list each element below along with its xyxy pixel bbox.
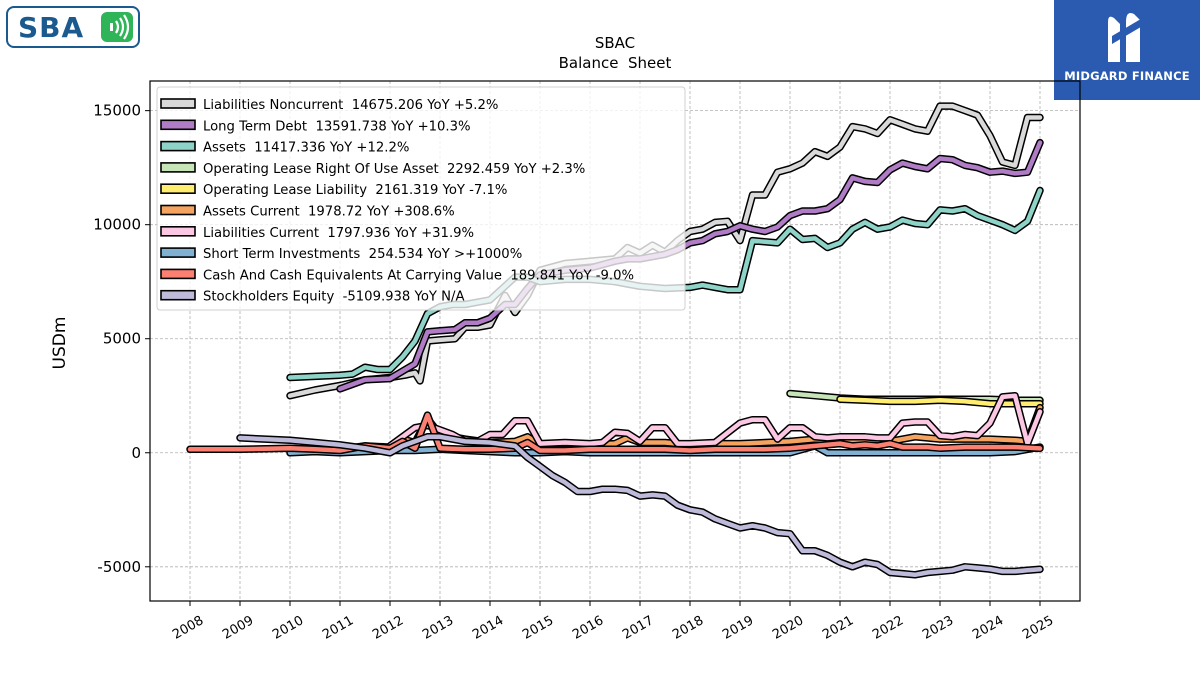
x-tick-label: 2009 [220,613,256,643]
x-tick-label: 2018 [670,613,706,643]
x-tick-label: 2020 [770,613,806,643]
x-tick-label: 2023 [920,613,956,643]
y-tick-label: -5000 [97,558,141,576]
series-line [187,412,1043,453]
legend-swatch [160,247,196,258]
y-tick-label: 5000 [103,330,141,348]
legend-label: Operating Lease Right Of Use Asset 2292.… [203,162,585,177]
x-tick-label: 2017 [620,613,656,643]
legend-swatch [160,268,196,280]
legend-label: Cash And Cash Equivalents At Carrying Va… [203,268,634,283]
series-4 [836,395,1044,408]
legend-label: Liabilities Noncurrent 14675.206 YoY +5.… [203,98,498,113]
series-line [387,393,1043,449]
legend-swatch [160,119,196,131]
legend-label: Assets 11417.336 YoY +12.2% [203,141,409,156]
y-axis-label: USDm [50,317,70,370]
series-line [287,103,1043,398]
x-tick-label: 2015 [520,613,556,643]
x-tick-label: 2019 [720,613,756,643]
series-line [337,140,1043,392]
midgard-finance-logo: MIDGARD FINANCE [1054,0,1200,100]
y-tick-label: 0 [131,444,141,462]
legend-swatch [160,162,196,173]
sba-logo-text: SBA [18,10,85,44]
signal-waves-icon [101,12,133,42]
legend-frame [156,86,686,311]
x-tick-label: 2008 [170,613,206,643]
series-2 [286,186,1044,382]
x-tick-label: 2021 [820,613,856,643]
series-0 [286,102,1044,400]
series-line [237,434,1043,578]
series-line [287,188,1043,380]
series-1 [336,138,1044,393]
series-lines [186,102,1044,579]
legend-swatch [160,140,196,152]
x-tick-label: 2013 [420,613,456,643]
legend-label: Long Term Debt 13591.738 YoY +10.3% [203,119,471,134]
legend-label: Stockholders Equity -5109.938 YoY N/A [203,290,464,305]
legend-label: Liabilities Current 1797.936 YoY +31.9% [203,226,474,241]
midgard-logo-text: MIDGARD FINANCE [1064,69,1190,83]
x-tick-label: 2024 [970,613,1006,643]
legend-label: Short Term Investments 254.534 YoY >+100… [203,247,522,262]
series-6 [386,391,1044,450]
plot-frame [149,80,1081,602]
chart-subtitle: Balance Sheet [559,54,672,72]
x-tick-label: 2022 [870,613,906,643]
sba-logo: SBA [6,6,140,48]
x-tick-label: 2016 [570,613,606,643]
y-tick-label: 10000 [93,216,141,234]
legend-swatch [160,98,196,109]
legend-label: Operating Lease Liability 2161.319 YoY -… [203,183,507,198]
x-tick-label: 2014 [470,613,506,643]
x-tick-label: 2012 [370,613,406,643]
y-tick-label: 15000 [93,102,141,120]
legend-label: Assets Current 1978.72 YoY +308.6% [203,205,455,220]
legend-swatch [160,183,196,194]
legend: Liabilities Noncurrent 14675.206 YoY +5.… [156,86,686,311]
x-tick-label: 2025 [1020,613,1056,643]
legend-swatch [160,226,196,237]
series-9 [236,433,1044,579]
x-tick-label: 2011 [320,613,356,643]
midgard-m-icon [1108,13,1146,63]
series-line [837,396,1043,406]
legend-swatch [160,289,196,301]
legend-swatch [160,204,196,216]
series-8 [186,411,1044,455]
x-tick-label: 2010 [270,613,306,643]
chart-title: SBAC [595,34,635,52]
